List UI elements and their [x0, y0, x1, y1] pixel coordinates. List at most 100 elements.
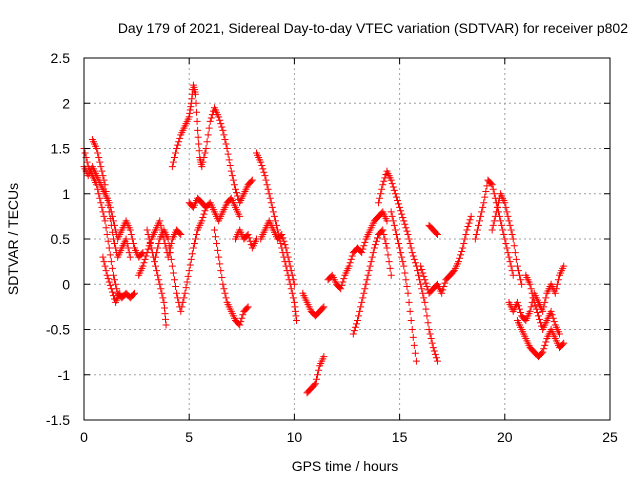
data-point: [493, 203, 501, 211]
data-point: [103, 194, 111, 202]
data-point: [194, 126, 202, 134]
data-point: [98, 167, 106, 175]
data-point: [400, 262, 408, 270]
data-point: [460, 240, 468, 248]
data-point: [360, 289, 368, 297]
data-point: [146, 240, 154, 248]
data-point: [162, 321, 170, 329]
data-point: [412, 357, 420, 365]
data-point: [380, 177, 388, 185]
y-tick-label: 0.5: [51, 231, 71, 247]
data-point: [366, 262, 374, 270]
data-point: [244, 230, 252, 238]
data-point: [269, 208, 277, 216]
data-point: [188, 95, 196, 103]
data-point: [509, 235, 517, 243]
data-point: [514, 302, 522, 310]
data-point: [267, 199, 275, 207]
data-point: [501, 235, 509, 243]
data-point: [83, 158, 91, 166]
data-point: [517, 276, 525, 284]
data-point: [287, 285, 295, 293]
data-point: [123, 240, 131, 248]
data-point: [494, 199, 502, 207]
sat-track-13: [257, 217, 298, 288]
data-point: [410, 255, 418, 263]
data-point: [387, 176, 395, 184]
data-point: [224, 150, 232, 158]
data-point: [150, 258, 158, 266]
data-point: [511, 249, 519, 257]
data-point: [237, 318, 245, 326]
data-point: [403, 227, 411, 235]
data-point: [351, 323, 359, 331]
data-point: [175, 138, 183, 146]
data-point: [172, 149, 180, 157]
data-point: [220, 131, 228, 139]
sat-track-23: [488, 190, 526, 288]
data-point: [350, 327, 358, 335]
data-point: [529, 294, 537, 302]
data-point: [199, 214, 207, 222]
data-point: [93, 145, 101, 152]
data-point: [560, 262, 568, 270]
data-point: [361, 285, 369, 293]
data-point: [109, 271, 117, 279]
data-point: [405, 235, 413, 243]
data-point: [423, 312, 431, 320]
data-point: [156, 280, 164, 288]
data-point: [99, 172, 107, 180]
data-point: [419, 289, 427, 297]
data-point: [278, 230, 286, 238]
data-point: [185, 267, 193, 275]
data-point: [245, 234, 253, 242]
data-point: [257, 158, 265, 166]
data-point: [195, 147, 203, 155]
data-point: [160, 298, 168, 306]
data-point: [348, 252, 356, 260]
x-tick-label: 15: [392, 429, 408, 445]
data-point: [141, 255, 149, 263]
data-point: [106, 281, 114, 289]
data-point: [243, 304, 251, 312]
sat-track-21: [425, 221, 441, 238]
data-point: [497, 217, 505, 225]
data-point: [99, 208, 107, 216]
data-point: [476, 217, 484, 225]
data-point: [279, 234, 287, 242]
data-point: [372, 237, 380, 245]
data-point: [107, 221, 115, 229]
data-point: [410, 341, 418, 349]
data-point: [291, 307, 299, 315]
data-point: [422, 305, 430, 313]
data-point: [103, 271, 111, 279]
data-point: [229, 176, 237, 184]
sat-track-3: [88, 135, 134, 261]
x-tick-label: 0: [80, 429, 88, 445]
data-point: [395, 200, 403, 208]
data-point: [96, 158, 104, 166]
data-point: [178, 303, 186, 311]
data-point: [107, 285, 115, 293]
data-point: [143, 226, 151, 234]
data-point: [173, 289, 181, 297]
data-point: [155, 276, 163, 284]
data-point: [111, 276, 119, 284]
x-tick-label: 5: [185, 429, 193, 445]
data-point: [109, 235, 117, 243]
data-point: [402, 224, 410, 232]
data-point: [433, 230, 441, 238]
data-point: [467, 212, 475, 220]
data-point: [215, 253, 223, 261]
data-point: [247, 177, 255, 185]
data-point: [189, 244, 197, 252]
data-point: [429, 344, 437, 352]
data-point: [513, 262, 521, 270]
data-point: [290, 298, 298, 306]
data-point: [262, 176, 270, 184]
data-point: [213, 240, 221, 248]
data-point: [315, 366, 323, 374]
data-point: [188, 250, 196, 258]
data-point: [271, 217, 279, 225]
data-point: [548, 311, 556, 319]
